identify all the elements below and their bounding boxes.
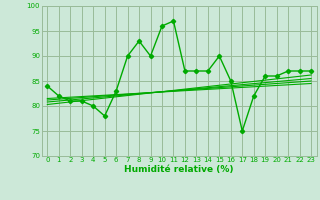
X-axis label: Humidité relative (%): Humidité relative (%)	[124, 165, 234, 174]
